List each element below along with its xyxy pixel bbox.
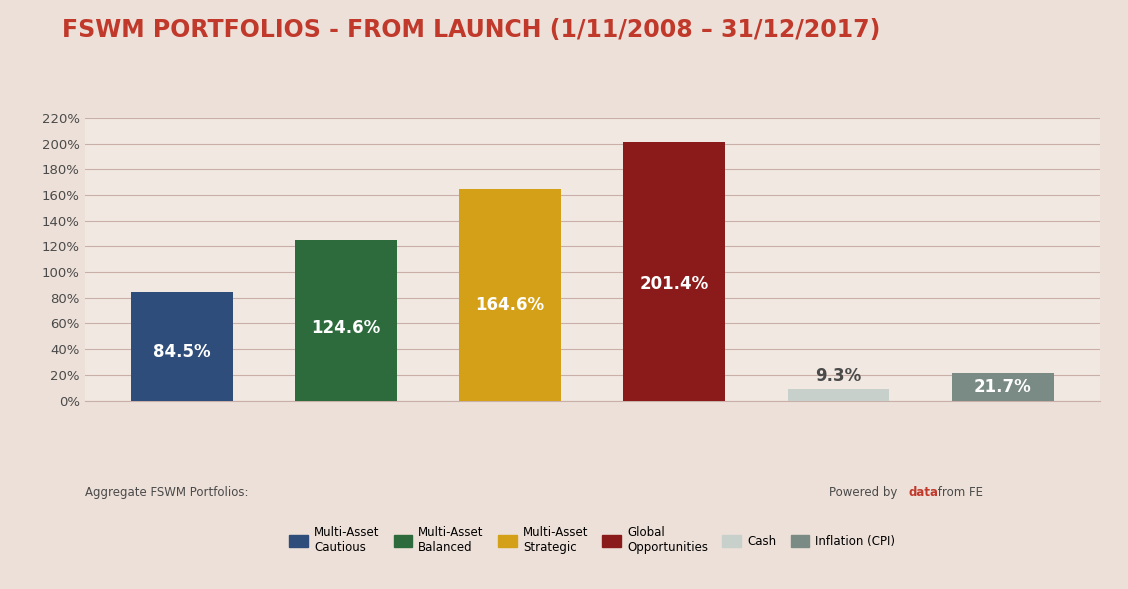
Text: 124.6%: 124.6% [311,319,380,337]
Bar [952,373,1054,401]
Bar [294,240,397,401]
Text: from FE: from FE [934,486,982,499]
Text: data: data [908,486,938,499]
Text: 21.7%: 21.7% [973,378,1032,396]
Bar [787,389,890,401]
Bar [459,189,561,401]
Text: FSWM PORTFOLIOS - FROM LAUNCH (1/11/2008 – 31/12/2017): FSWM PORTFOLIOS - FROM LAUNCH (1/11/2008… [62,18,881,42]
Text: Aggregate FSWM Portfolios:: Aggregate FSWM Portfolios: [85,486,248,499]
Text: 164.6%: 164.6% [476,296,545,315]
Text: 201.4%: 201.4% [640,275,708,293]
Text: 9.3%: 9.3% [816,368,862,385]
Text: 84.5%: 84.5% [152,343,211,360]
Bar [624,142,725,401]
Text: Powered by: Powered by [829,486,901,499]
Bar [131,292,232,401]
Legend: Multi-Asset
Cautious, Multi-Asset
Balanced, Multi-Asset
Strategic, Global
Opport: Multi-Asset Cautious, Multi-Asset Balanc… [284,521,900,558]
